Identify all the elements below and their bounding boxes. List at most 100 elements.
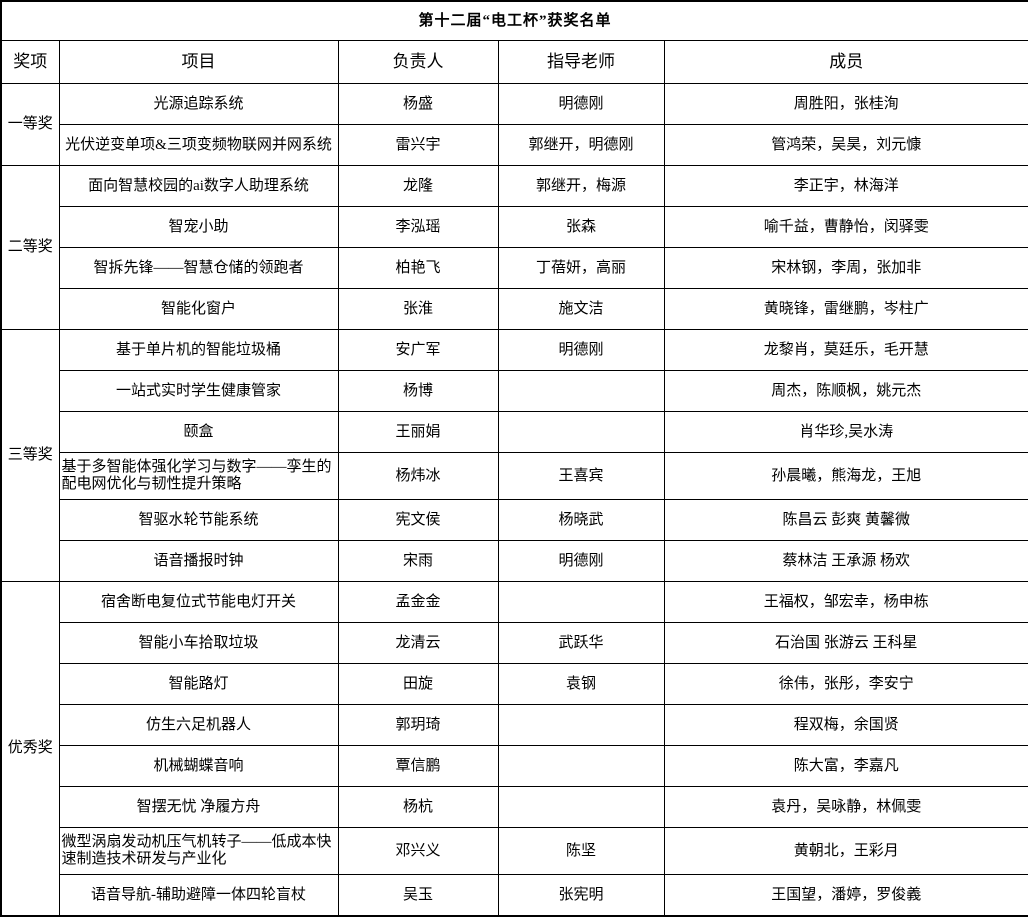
column-header-project: 项目 <box>58 40 339 84</box>
column-header-members: 成员 <box>663 40 1028 84</box>
leader-cell: 孟金金 <box>337 581 499 623</box>
leader-cell: 杨炜冰 <box>337 452 499 500</box>
project-cell: 语音导航-辅助避障一体四轮盲杖 <box>58 874 339 917</box>
table-row: 智能路灯 田旋 袁钢 徐伟，张彤，李安宁 <box>1 663 1028 705</box>
leader-cell: 李泓瑶 <box>337 206 499 248</box>
leader-cell: 杨杭 <box>337 786 499 828</box>
leader-cell: 安广军 <box>337 329 499 371</box>
project-cell: 颐盒 <box>58 411 339 453</box>
award-group-label: 二等奖 <box>0 165 60 330</box>
leader-cell: 吴玉 <box>337 874 499 917</box>
project-cell: 语音播报时钟 <box>58 540 339 582</box>
leader-cell: 田旋 <box>337 663 499 705</box>
advisor-cell: 施文洁 <box>497 288 665 330</box>
table-row: 二等奖 面向智慧校园的ai数字人助理系统 龙隆 郭继开，梅源 李正宇，林海洋 <box>0 165 1028 330</box>
project-cell: 机械蝴蝶音响 <box>58 745 339 787</box>
members-cell: 王福权，邹宏幸，杨申栋 <box>663 581 1028 623</box>
leader-cell: 覃信鹏 <box>337 745 499 787</box>
project-cell: 智驱水轮节能系统 <box>58 499 339 541</box>
column-header-award: 奖项 <box>0 40 60 84</box>
members-cell: 管鸿荣，吴昊，刘元慷 <box>663 124 1028 166</box>
members-cell: 孙晨曦，熊海龙，王旭 <box>663 452 1028 500</box>
members-cell: 陈大富，李嘉凡 <box>663 745 1028 787</box>
leader-cell: 龙清云 <box>337 622 499 664</box>
members-cell: 徐伟，张彤，李安宁 <box>663 663 1028 705</box>
leader-cell: 雷兴宇 <box>337 124 499 166</box>
table-row: 光伏逆变单项&三项变频物联网并网系统 雷兴宇 郭继开，明德刚 管鸿荣，吴昊，刘元… <box>1 124 1028 166</box>
members-cell: 王国望，潘婷，罗俊義 <box>663 874 1028 917</box>
advisor-cell <box>497 581 665 623</box>
advisor-cell: 杨晓武 <box>497 499 665 541</box>
leader-cell: 杨博 <box>337 370 499 412</box>
advisor-cell: 明德刚 <box>497 83 665 125</box>
page-title: 第十二届“电工杯”获奖名单 <box>0 0 1028 41</box>
project-cell: 微型涡扇发动机压气机转子——低成本快速制造技术研发与产业化 <box>58 827 339 875</box>
project-cell: 基于多智能体强化学习与数字——孪生的配电网优化与韧性提升策略 <box>58 452 339 500</box>
advisor-cell: 武跃华 <box>497 622 665 664</box>
members-cell: 周胜阳，张桂洵 <box>663 83 1028 125</box>
table-row: 智拆先锋——智慧仓储的领跑者 柏艳飞 丁蓓妍，高丽 宋林钢，李周，张加非 <box>1 247 1028 289</box>
leader-cell: 杨盛 <box>337 83 499 125</box>
table-row: 三等奖 基于单片机的智能垃圾桶 安广军 明德刚 龙黎肖，莫廷乐，毛开慧 <box>0 329 1028 582</box>
project-cell: 智能化窗户 <box>58 288 339 330</box>
members-cell: 陈昌云 彭爽 黄馨微 <box>663 499 1028 541</box>
award-group-label: 一等奖 <box>0 83 60 166</box>
members-cell: 肖华珍,吴水涛 <box>663 411 1028 453</box>
table-row: 智宠小助 李泓瑶 张森 喻千益，曹静怡，闵驿雯 <box>1 206 1028 248</box>
column-header-advisor: 指导老师 <box>497 40 665 84</box>
project-cell: 智能路灯 <box>58 663 339 705</box>
members-cell: 袁丹，吴咏静，林佩雯 <box>663 786 1028 828</box>
header-row: 奖项 项目 负责人 指导老师 成员 <box>0 40 1028 84</box>
table-row: 智摆无忧 净履方舟 杨杭 袁丹，吴咏静，林佩雯 <box>1 786 1028 828</box>
leader-cell: 张淮 <box>337 288 499 330</box>
members-cell: 周杰，陈顺枫，姚元杰 <box>663 370 1028 412</box>
members-cell: 喻千益，曹静怡，闵驿雯 <box>663 206 1028 248</box>
advisor-cell: 陈坚 <box>497 827 665 875</box>
table-row: 仿生六足机器人 郭玥琦 程双梅，余国贤 <box>1 704 1028 746</box>
title-row: 第十二届“电工杯”获奖名单 <box>0 0 1028 41</box>
advisor-cell: 袁钢 <box>497 663 665 705</box>
table-row: 一站式实时学生健康管家 杨博 周杰，陈顺枫，姚元杰 <box>1 370 1028 412</box>
advisor-cell: 丁蓓妍，高丽 <box>497 247 665 289</box>
leader-cell: 龙隆 <box>337 165 499 207</box>
advisor-cell <box>497 745 665 787</box>
advisor-cell: 明德刚 <box>497 540 665 582</box>
members-cell: 龙黎肖，莫廷乐，毛开慧 <box>663 329 1028 371</box>
advisor-cell: 王喜宾 <box>497 452 665 500</box>
table-row: 语音导航-辅助避障一体四轮盲杖 吴玉 张宪明 王国望，潘婷，罗俊義 <box>1 874 1028 917</box>
table-row: 颐盒 王丽娟 肖华珍,吴水涛 <box>1 411 1028 453</box>
advisor-cell: 郭继开，明德刚 <box>497 124 665 166</box>
award-group-label: 优秀奖 <box>0 581 60 917</box>
leader-cell: 郭玥琦 <box>337 704 499 746</box>
project-cell: 仿生六足机器人 <box>58 704 339 746</box>
project-cell: 一站式实时学生健康管家 <box>58 370 339 412</box>
table-row: 优秀奖 宿舍断电复位式节能电灯开关 孟金金 王福权，邹宏幸，杨申栋 <box>0 581 1028 917</box>
table-row: 机械蝴蝶音响 覃信鹏 陈大富，李嘉凡 <box>1 745 1028 787</box>
advisor-cell: 明德刚 <box>497 329 665 371</box>
project-cell: 宿舍断电复位式节能电灯开关 <box>58 581 339 623</box>
table-row: 基于多智能体强化学习与数字——孪生的配电网优化与韧性提升策略 杨炜冰 王喜宾 孙… <box>1 452 1028 500</box>
advisor-cell <box>497 704 665 746</box>
leader-cell: 邓兴义 <box>337 827 499 875</box>
leader-cell: 宪文侯 <box>337 499 499 541</box>
members-cell: 宋林钢，李周，张加非 <box>663 247 1028 289</box>
members-cell: 程双梅，余国贤 <box>663 704 1028 746</box>
table-row: 语音播报时钟 宋雨 明德刚 蔡林洁 王承源 杨欢 <box>1 540 1028 582</box>
project-cell: 面向智慧校园的ai数字人助理系统 <box>58 165 339 207</box>
project-cell: 智拆先锋——智慧仓储的领跑者 <box>58 247 339 289</box>
members-cell: 蔡林洁 王承源 杨欢 <box>663 540 1028 582</box>
column-header-leader: 负责人 <box>337 40 499 84</box>
leader-cell: 王丽娟 <box>337 411 499 453</box>
members-cell: 李正宇，林海洋 <box>663 165 1028 207</box>
advisor-cell: 郭继开，梅源 <box>497 165 665 207</box>
table-row: 智能小车拾取垃圾 龙清云 武跃华 石治国 张游云 王科星 <box>1 622 1028 664</box>
advisor-cell <box>497 786 665 828</box>
table-row: 智能化窗户 张淮 施文洁 黄晓锋，雷继鹏，岑柱广 <box>1 288 1028 330</box>
advisor-cell <box>497 411 665 453</box>
project-cell: 智能小车拾取垃圾 <box>58 622 339 664</box>
leader-cell: 宋雨 <box>337 540 499 582</box>
table-row: 微型涡扇发动机压气机转子——低成本快速制造技术研发与产业化 邓兴义 陈坚 黄朝北… <box>1 827 1028 875</box>
advisor-cell: 张森 <box>497 206 665 248</box>
table-row: 智驱水轮节能系统 宪文侯 杨晓武 陈昌云 彭爽 黄馨微 <box>1 499 1028 541</box>
table-row: 一等奖 光源追踪系统 杨盛 明德刚 周胜阳，张桂洵 <box>0 83 1028 166</box>
